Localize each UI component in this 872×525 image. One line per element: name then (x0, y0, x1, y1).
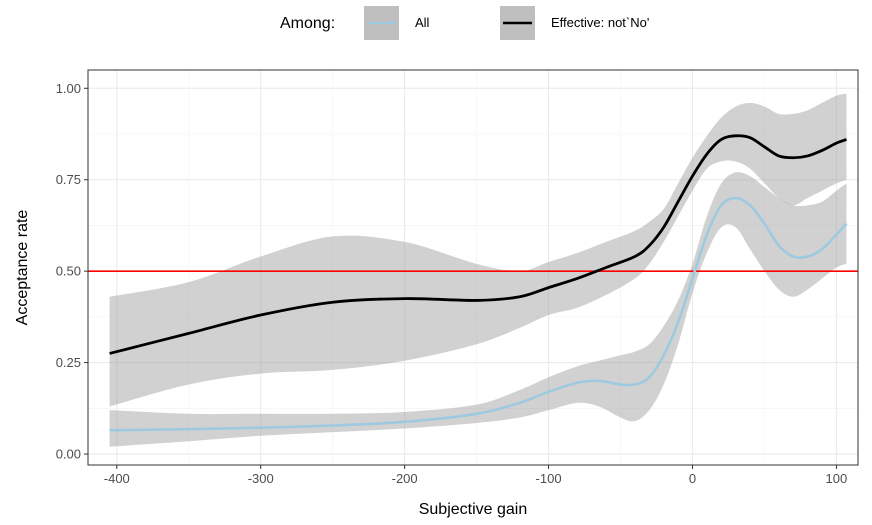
legend-title: Among: (280, 15, 335, 32)
y-tick-label: 0.00 (56, 447, 81, 462)
series-line-effective-not-no (109, 134, 847, 355)
legend-label-all: All (415, 15, 430, 30)
band-effective-not-no (109, 93, 847, 407)
x-tick-label: -300 (248, 471, 274, 486)
x-tick-label: 0 (689, 471, 696, 486)
y-axis: 0.00 0.25 0.50 0.75 1.00 (56, 81, 88, 462)
grid-minor (88, 70, 858, 465)
confidence-bands (109, 93, 847, 447)
series-lines (109, 134, 848, 432)
legend-label-effective: Effective: not`No' (551, 15, 649, 30)
y-tick-label: 0.75 (56, 172, 81, 187)
x-tick-label: -400 (104, 471, 130, 486)
series-line-all (109, 196, 848, 432)
y-tick-label: 0.25 (56, 355, 81, 370)
x-axis-title: Subjective gain (419, 501, 528, 518)
y-tick-label: 1.00 (56, 81, 81, 96)
legend: Among: All Effective: not`No' (280, 6, 649, 40)
legend-item-effective: Effective: not`No' (500, 6, 649, 40)
band-all (109, 172, 847, 447)
x-tick-label: -200 (392, 471, 418, 486)
x-tick-label: 100 (826, 471, 848, 486)
x-axis: -400 -300 -200 -100 0 100 (104, 465, 847, 486)
panel-border (87, 69, 859, 466)
y-axis-title: Acceptance rate (14, 210, 31, 326)
legend-item-all: All (364, 6, 430, 40)
x-tick-label: -100 (536, 471, 562, 486)
y-tick-label: 0.50 (56, 264, 81, 279)
